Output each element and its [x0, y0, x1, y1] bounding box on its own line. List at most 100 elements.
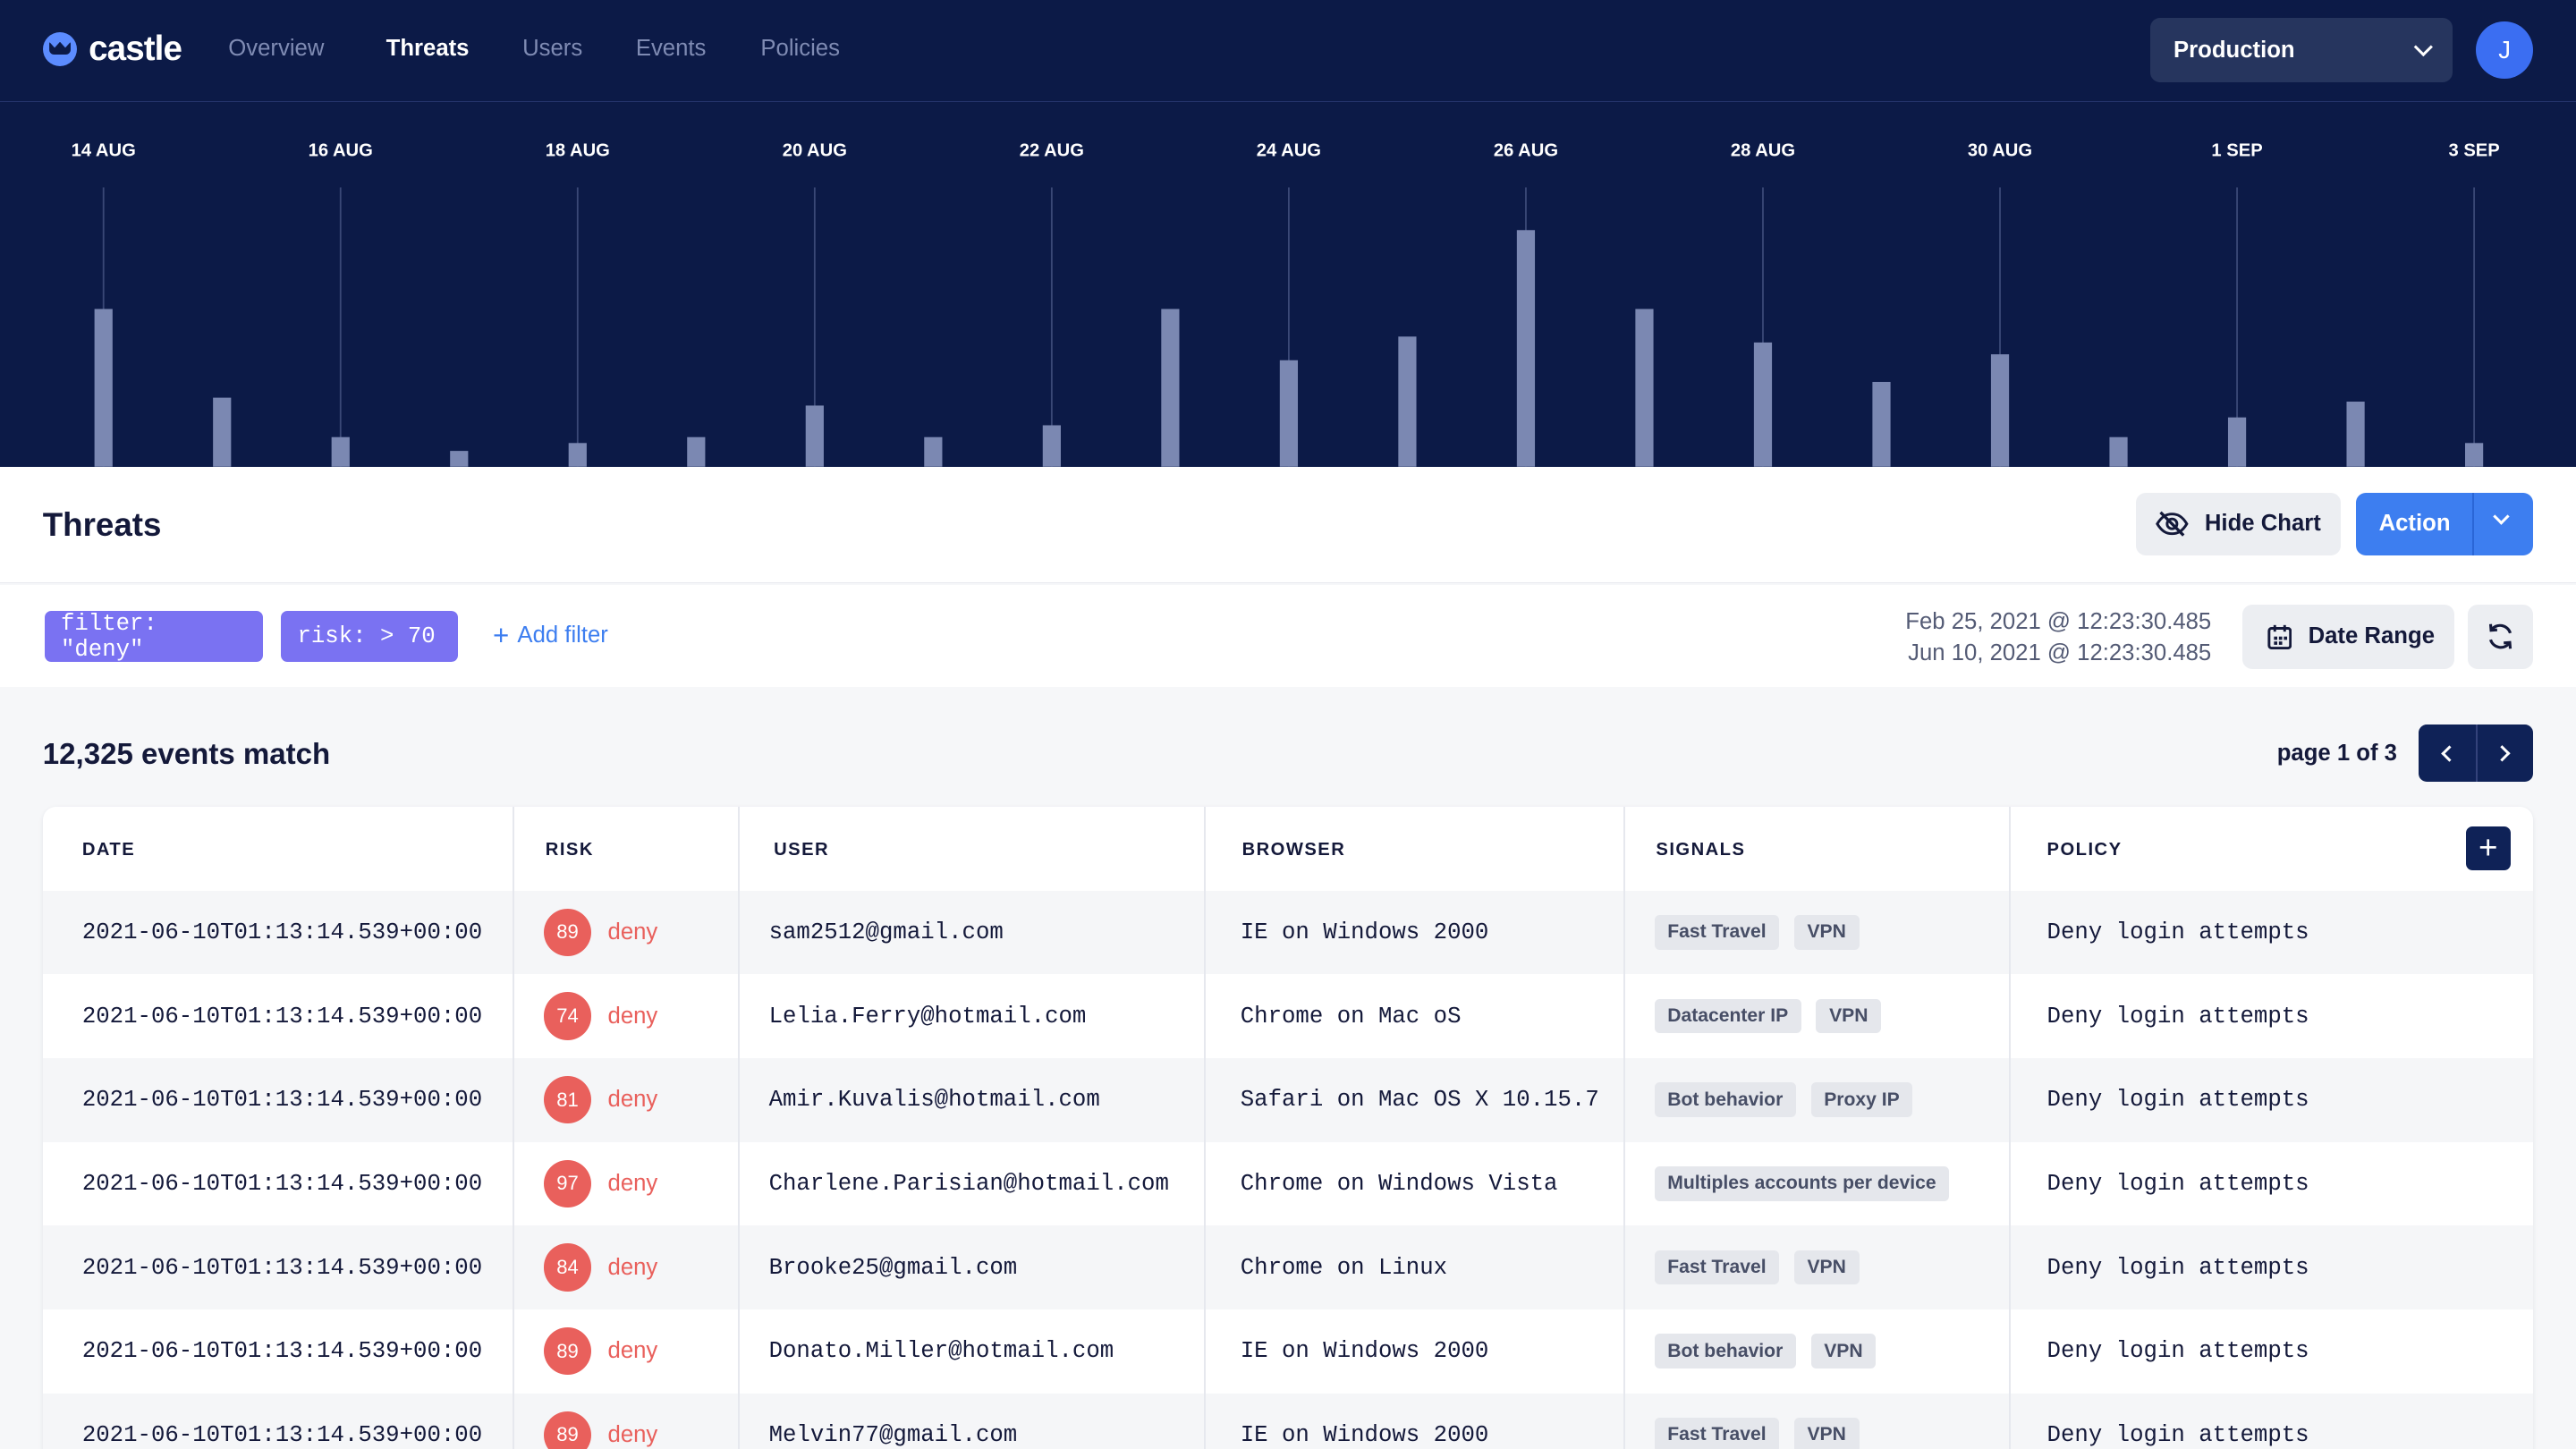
- avatar[interactable]: J: [2475, 21, 2534, 80]
- table-row[interactable]: 2021-06-10T01:13:14.539+00:00 89 deny Melvi…: [42, 1393, 2534, 1449]
- chart-bar[interactable]: [1990, 353, 2010, 467]
- action-button[interactable]: Action: [2355, 493, 2534, 555]
- logo-text: castle: [89, 30, 182, 69]
- next-page-button[interactable]: [2476, 724, 2533, 782]
- cell-policy: Deny login attempts: [2047, 1225, 2309, 1309]
- chart-bar[interactable]: [213, 397, 232, 467]
- signal-tag[interactable]: VPN: [1793, 1418, 1860, 1449]
- chart-bar[interactable]: [1161, 309, 1180, 467]
- signal-tag[interactable]: Bot behavior: [1654, 1334, 1796, 1369]
- column-header-signals[interactable]: SIGNALS: [1656, 839, 1746, 860]
- cell-user: Charlene.Parisian@hotmail.com: [769, 1142, 1169, 1226]
- policy-value: Deny login attempts: [2046, 1087, 2309, 1114]
- verdict-label: deny: [607, 1170, 658, 1196]
- chart-bar[interactable]: [2464, 443, 2484, 467]
- chart-bar[interactable]: [2227, 417, 2247, 467]
- date-range-button[interactable]: Date Range: [2242, 604, 2455, 669]
- column-divider: [737, 806, 740, 1449]
- eye-off-icon: [2155, 511, 2189, 537]
- nav-link-overview[interactable]: Overview: [228, 36, 325, 62]
- nav-link-threats[interactable]: Threats: [386, 36, 470, 62]
- environment-select[interactable]: Production: [2150, 18, 2453, 82]
- chart-bar[interactable]: [568, 443, 587, 467]
- chart-bar[interactable]: [450, 450, 469, 467]
- chart-bar[interactable]: [1516, 230, 1536, 467]
- table-row[interactable]: 2021-06-10T01:13:14.539+00:00 89 deny sam25…: [42, 890, 2534, 975]
- column-divider: [1204, 806, 1207, 1449]
- chart-bar[interactable]: [2346, 401, 2365, 467]
- chart-bar[interactable]: [331, 436, 350, 467]
- signal-tag[interactable]: Bot behavior: [1654, 1082, 1796, 1118]
- filter-chip-risk[interactable]: risk: > 70: [281, 611, 459, 663]
- chart-bar[interactable]: [94, 309, 113, 467]
- column-header-risk[interactable]: RISK: [545, 839, 594, 860]
- table-row[interactable]: 2021-06-10T01:13:14.539+00:00 89 deny Donat…: [43, 1309, 2533, 1394]
- date-value: 2021-06-10T01:13:14.539+00:00: [81, 1421, 483, 1448]
- filter-chip-deny[interactable]: filter: "deny": [44, 611, 263, 663]
- chart-tick-label: 30 AUG: [1968, 140, 2032, 160]
- chart-bar[interactable]: [924, 436, 943, 467]
- chart-bar[interactable]: [1279, 360, 1299, 467]
- user-value[interactable]: Brooke25@gmail.com: [768, 1254, 1018, 1281]
- chart-bar[interactable]: [1635, 309, 1654, 467]
- cell-browser: Safari on Mac OS X 10.15.7: [1241, 1058, 1599, 1142]
- table-row[interactable]: 2021-06-10T01:13:14.539+00:00 97 deny Charl…: [43, 1142, 2533, 1226]
- user-value[interactable]: Donato.Miller@hotmail.com: [768, 1338, 1114, 1365]
- cell-policy: Deny login attempts: [2047, 1142, 2309, 1226]
- action-label: Action: [2378, 511, 2451, 537]
- prev-page-button[interactable]: [2419, 724, 2476, 782]
- column-header-date[interactable]: DATE: [81, 839, 136, 860]
- cell-risk: 81 deny: [543, 1058, 657, 1142]
- signal-tag[interactable]: Datacenter IP: [1654, 998, 1801, 1034]
- column-header-user[interactable]: USER: [774, 839, 830, 860]
- user-value[interactable]: Melvin77@gmail.com: [768, 1421, 1018, 1448]
- chart-bar[interactable]: [1872, 381, 1891, 467]
- signal-tag[interactable]: VPN: [1793, 914, 1860, 950]
- signal-tag[interactable]: Multiples accounts per device: [1654, 1166, 1950, 1201]
- hide-chart-button[interactable]: Hide Chart: [2135, 493, 2342, 555]
- nav-link-events[interactable]: Events: [635, 36, 707, 62]
- chart-bar[interactable]: [687, 436, 706, 467]
- chart-bar[interactable]: [1753, 342, 1773, 467]
- signal-tag[interactable]: Proxy IP: [1810, 1082, 1913, 1118]
- chart-tick-label: 24 AUG: [1257, 140, 1321, 160]
- cell-date: 2021-06-10T01:13:14.539+00:00: [82, 1309, 482, 1394]
- pagination-divider: [2475, 724, 2478, 783]
- table-row[interactable]: 2021-06-10T01:13:14.539+00:00 81 deny Amir.…: [42, 1057, 2534, 1142]
- risk-score-badge: 84: [543, 1243, 592, 1292]
- add-filter-button[interactable]: + Add filter: [493, 622, 608, 649]
- chevron-down-icon: [2413, 37, 2433, 56]
- cell-user: Amir.Kuvalis@hotmail.com: [769, 1058, 1100, 1142]
- user-value[interactable]: Lelia.Ferry@hotmail.com: [768, 1003, 1087, 1030]
- add-column-button[interactable]: +: [2465, 826, 2511, 871]
- policy-value: Deny login attempts: [2046, 1421, 2309, 1448]
- user-value[interactable]: Charlene.Parisian@hotmail.com: [768, 1170, 1169, 1197]
- logo[interactable]: castle: [42, 30, 182, 69]
- column-header-policy[interactable]: POLICY: [2046, 839, 2123, 860]
- action-divider: [2472, 493, 2475, 555]
- signal-tag[interactable]: Fast Travel: [1654, 1250, 1780, 1285]
- signal-tag[interactable]: Fast Travel: [1654, 914, 1780, 950]
- browser-value: Safari on Mac OS X 10.15.7: [1240, 1087, 1599, 1114]
- signal-tag[interactable]: VPN: [1816, 998, 1882, 1034]
- signal-tag[interactable]: VPN: [1810, 1334, 1877, 1369]
- chart-bar[interactable]: [1398, 336, 1417, 467]
- risk-score-badge: 89: [543, 908, 592, 956]
- chart-bar[interactable]: [805, 405, 824, 467]
- user-value[interactable]: sam2512@gmail.com: [768, 919, 1004, 945]
- signal-tag[interactable]: Fast Travel: [1654, 1418, 1780, 1449]
- user-value[interactable]: Amir.Kuvalis@hotmail.com: [768, 1087, 1100, 1114]
- chart-bar[interactable]: [1042, 425, 1061, 467]
- browser-value: Chrome on Linux: [1240, 1254, 1448, 1281]
- refresh-button[interactable]: [2467, 604, 2534, 669]
- date-value: 2021-06-10T01:13:14.539+00:00: [81, 1087, 483, 1114]
- column-header-browser[interactable]: BROWSER: [1241, 839, 1346, 860]
- table-row[interactable]: 2021-06-10T01:13:14.539+00:00 74 deny Lelia…: [43, 974, 2533, 1058]
- chart-bar[interactable]: [2109, 436, 2128, 467]
- nav-link-policies[interactable]: Policies: [760, 36, 840, 62]
- action-chevron-down-icon[interactable]: [2493, 508, 2510, 525]
- cell-policy: Deny login attempts: [2047, 974, 2309, 1058]
- nav-link-users[interactable]: Users: [522, 36, 583, 62]
- signal-tag[interactable]: VPN: [1793, 1250, 1860, 1285]
- table-row[interactable]: 2021-06-10T01:13:14.539+00:00 84 deny Brook…: [42, 1225, 2534, 1309]
